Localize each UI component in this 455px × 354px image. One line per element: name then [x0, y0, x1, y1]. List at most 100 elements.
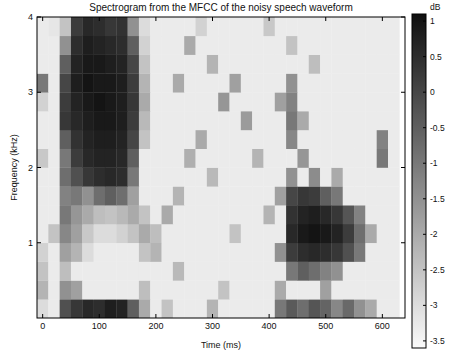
cell	[105, 111, 117, 130]
cell	[150, 186, 162, 205]
cell	[128, 36, 140, 55]
cell	[252, 149, 264, 168]
cell	[218, 73, 230, 92]
cell	[275, 299, 287, 318]
cell	[365, 111, 377, 130]
cell	[162, 55, 174, 74]
cell	[241, 299, 253, 318]
cell	[309, 168, 321, 187]
cell	[60, 149, 72, 168]
cell	[94, 130, 106, 149]
cell	[263, 243, 275, 262]
cell	[218, 280, 230, 299]
colorbar-tick	[423, 127, 426, 128]
cell	[354, 205, 366, 224]
cell	[354, 130, 366, 149]
cell	[343, 168, 355, 187]
cell	[37, 280, 49, 299]
cell	[320, 36, 332, 55]
cell	[105, 92, 117, 111]
cell	[354, 92, 366, 111]
cell	[218, 299, 230, 318]
colorbar-tick-label: -1	[430, 158, 438, 168]
cell	[320, 73, 332, 92]
cell	[377, 243, 389, 262]
cell	[275, 224, 287, 243]
cell	[365, 149, 377, 168]
colorbar-tick	[423, 21, 426, 22]
cell	[297, 17, 309, 36]
cell	[128, 73, 140, 92]
cell	[150, 299, 162, 318]
cell	[320, 243, 332, 262]
cell	[184, 73, 196, 92]
cell	[82, 224, 94, 243]
cell	[162, 299, 174, 318]
cell	[331, 168, 343, 187]
cell	[150, 92, 162, 111]
cell	[196, 243, 208, 262]
cell	[173, 111, 185, 130]
cell	[196, 280, 208, 299]
cell	[60, 36, 72, 55]
cell	[343, 111, 355, 130]
title: Spectrogram from the MFCC of the noisy s…	[89, 2, 352, 13]
cell	[275, 243, 287, 262]
cell	[286, 130, 298, 149]
y-tick	[401, 167, 405, 168]
cell	[229, 280, 241, 299]
cell	[309, 262, 321, 281]
cell	[229, 55, 241, 74]
cell	[60, 280, 72, 299]
y-tick	[37, 17, 41, 18]
cell	[196, 92, 208, 111]
cell	[94, 92, 106, 111]
cell	[354, 36, 366, 55]
cell	[37, 262, 49, 281]
cell	[82, 243, 94, 262]
cell	[331, 205, 343, 224]
cell	[263, 111, 275, 130]
cell	[48, 280, 60, 299]
cell	[320, 186, 332, 205]
cell	[105, 262, 117, 281]
cell	[184, 17, 196, 36]
cell	[331, 111, 343, 130]
cell	[162, 36, 174, 55]
cell	[196, 168, 208, 187]
colorbar-tick	[423, 234, 426, 235]
cell	[184, 55, 196, 74]
cell	[365, 205, 377, 224]
cell	[388, 55, 400, 74]
cell	[128, 280, 140, 299]
cell	[71, 262, 83, 281]
cell	[116, 243, 128, 262]
cell	[94, 73, 106, 92]
x-tick	[269, 17, 270, 21]
cell	[105, 17, 117, 36]
cell	[116, 224, 128, 243]
x-tick-label: 400	[262, 321, 277, 331]
cell	[297, 186, 309, 205]
cell	[71, 224, 83, 243]
x-tick	[325, 314, 326, 318]
cell	[196, 205, 208, 224]
cell	[286, 299, 298, 318]
cell	[377, 111, 389, 130]
cell	[94, 280, 106, 299]
y-tick-label: 3	[28, 87, 33, 97]
cell	[297, 92, 309, 111]
cell	[218, 243, 230, 262]
cell	[128, 243, 140, 262]
cell	[377, 149, 389, 168]
cell	[196, 111, 208, 130]
cell	[94, 17, 106, 36]
cell	[241, 55, 253, 74]
cell	[241, 149, 253, 168]
colorbar-tick-label: -2.5	[430, 265, 445, 275]
x-tick-label: 300	[205, 321, 220, 331]
cell	[37, 111, 49, 130]
cell	[354, 299, 366, 318]
cell	[275, 262, 287, 281]
cell	[320, 280, 332, 299]
